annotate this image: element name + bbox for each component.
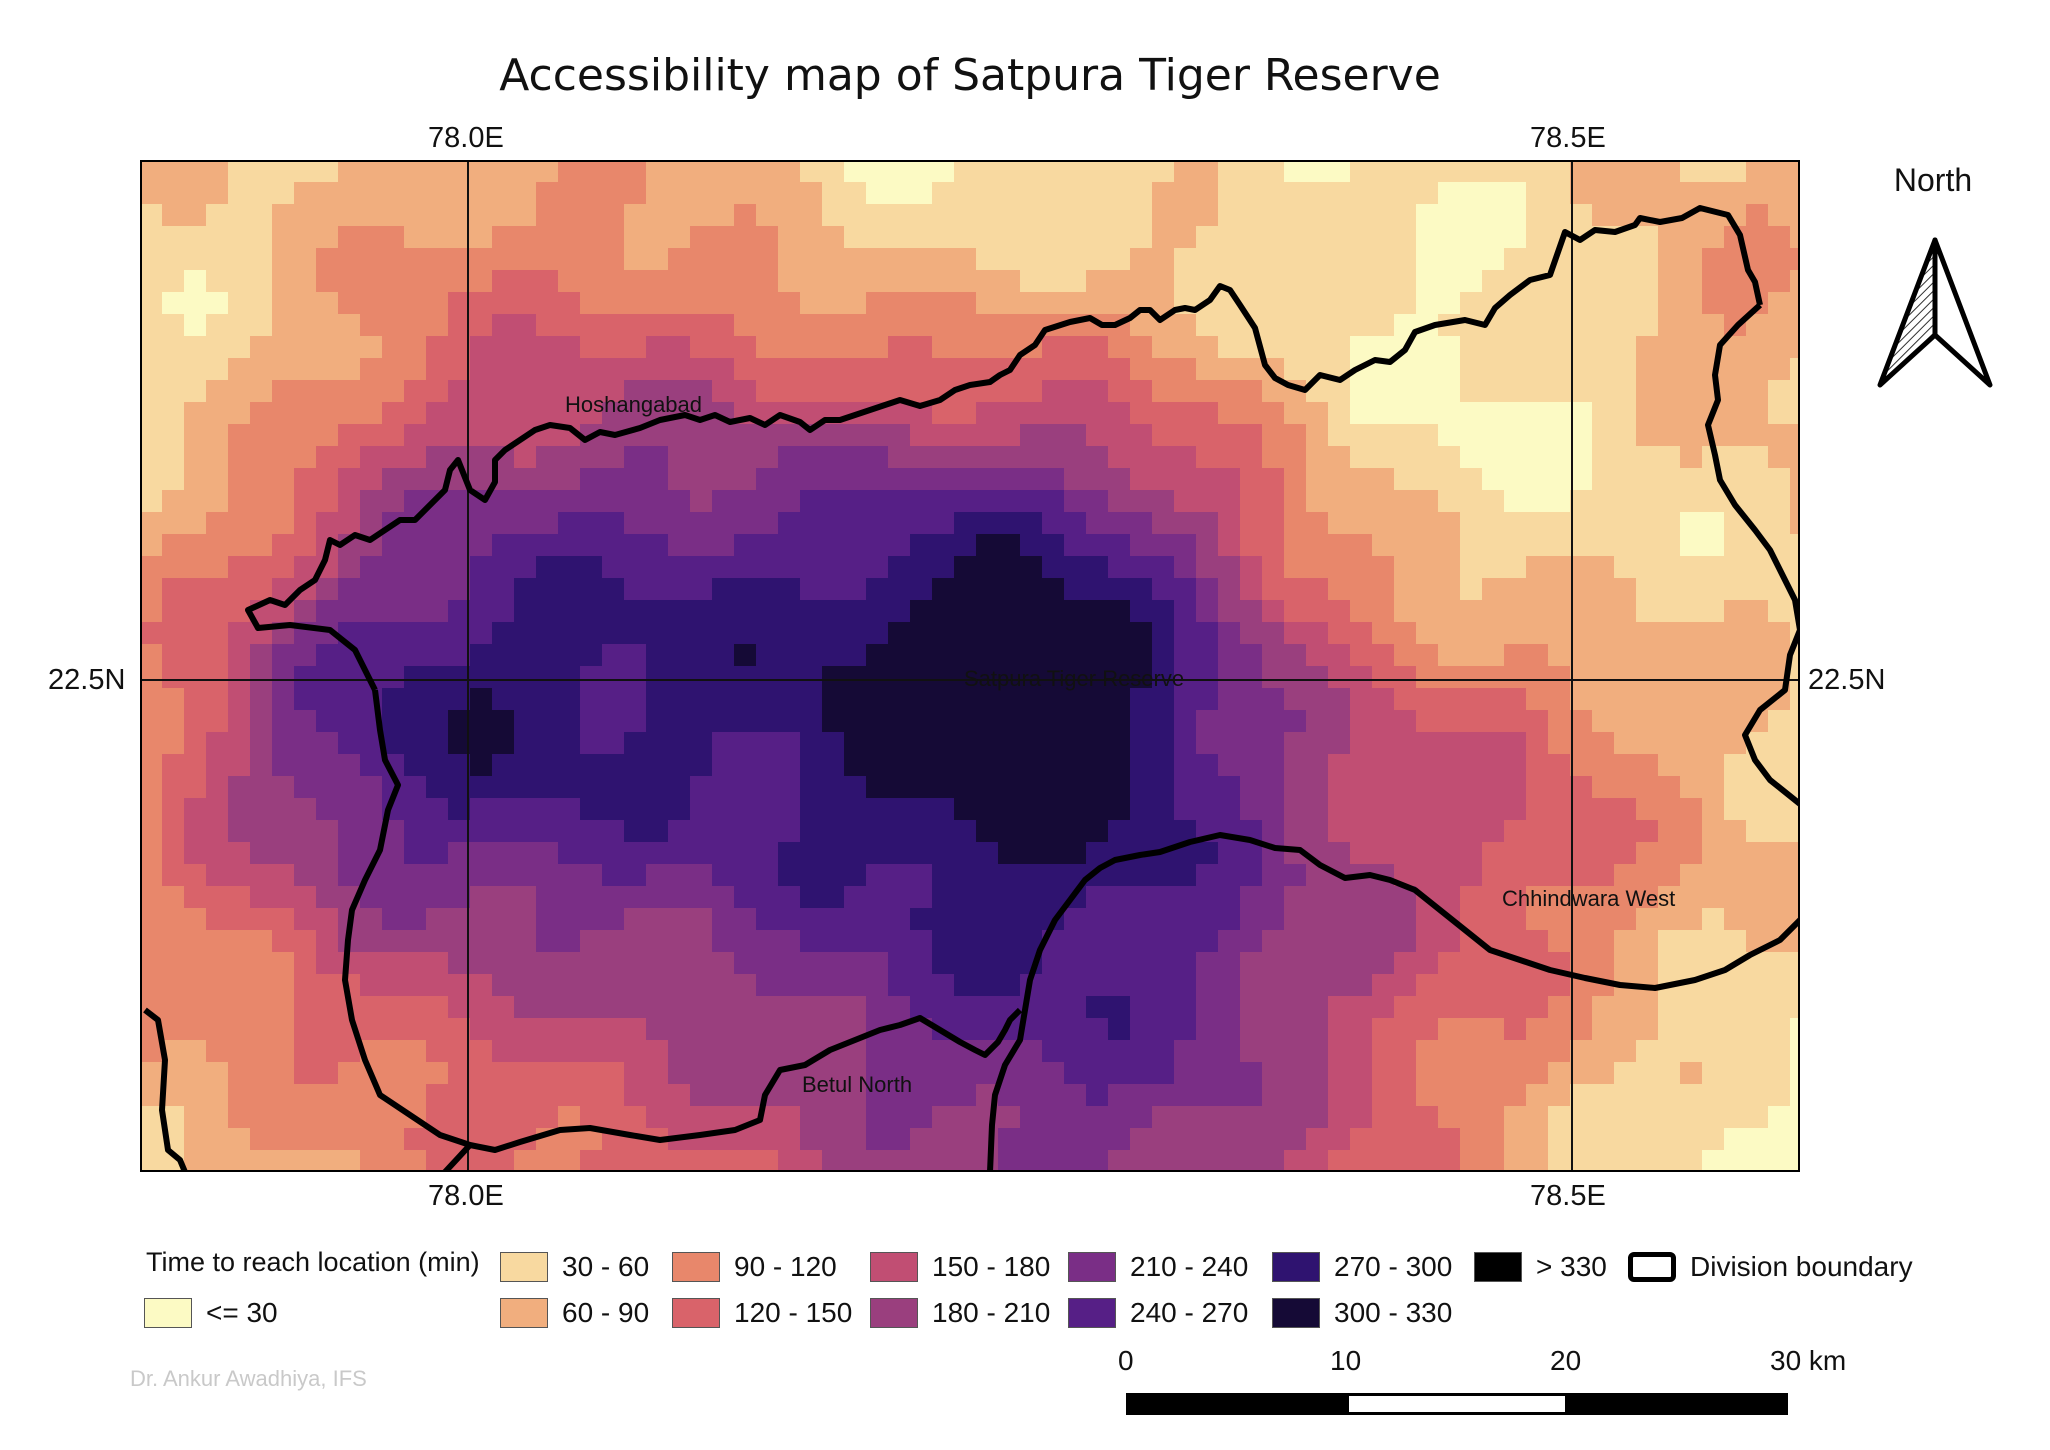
legend-item-240-270: 240 - 270 bbox=[1068, 1293, 1248, 1333]
legend: Time to reach location (min) <= 30 30 - … bbox=[140, 1235, 1940, 1345]
legend-swatch-gt330 bbox=[1474, 1252, 1522, 1282]
legend-item-270-300: 270 - 300 bbox=[1272, 1247, 1452, 1287]
boundary-hoshangabad-stp bbox=[245, 205, 1763, 692]
legend-swatch-210-240 bbox=[1068, 1252, 1116, 1282]
scale-label-0: 0 bbox=[1118, 1345, 1134, 1376]
legend-item-210-240: 210 - 240 bbox=[1068, 1247, 1248, 1287]
legend-label-180-210: 180 - 210 bbox=[932, 1297, 1051, 1328]
legend-item-division-boundary: Division boundary bbox=[1628, 1247, 1913, 1287]
place-label-hoshangabad: Hoshangabad bbox=[565, 392, 702, 417]
scale-segment-3 bbox=[1566, 1393, 1788, 1415]
legend-label-division-boundary: Division boundary bbox=[1690, 1251, 1913, 1282]
legend-swatch-120-150 bbox=[672, 1298, 720, 1328]
legend-swatch-180-210 bbox=[870, 1298, 918, 1328]
boundary-betul-north bbox=[342, 689, 1023, 1153]
boundary-chhindwara-west bbox=[987, 302, 1800, 1172]
legend-label-300-330: 300 - 330 bbox=[1334, 1297, 1453, 1328]
map-frame: Hoshangabad Satpura Tiger Reserve Chhind… bbox=[140, 160, 1800, 1172]
lat-label-left-22-5: 22.5N bbox=[48, 664, 126, 696]
legend-label-210-240: 210 - 240 bbox=[1130, 1251, 1249, 1282]
north-arrow-icon bbox=[1877, 237, 1993, 388]
legend-label-120-150: 120 - 150 bbox=[734, 1297, 853, 1328]
scale-segment-1 bbox=[1126, 1393, 1348, 1415]
legend-swatch-division-boundary bbox=[1628, 1252, 1676, 1282]
legend-item-30-60: 30 - 60 bbox=[500, 1247, 649, 1287]
legend-swatch-150-180 bbox=[870, 1252, 918, 1282]
accessibility-map: Hoshangabad Satpura Tiger Reserve Chhind… bbox=[140, 160, 1800, 1172]
lat-label-right-22-5: 22.5N bbox=[1808, 664, 1886, 696]
place-label-betul-north: Betul North bbox=[802, 1072, 912, 1097]
scale-label-30km: 30 km bbox=[1770, 1345, 1847, 1376]
map-title: Accessibility map of Satpura Tiger Reser… bbox=[499, 50, 1441, 101]
division-boundaries bbox=[143, 205, 1800, 1172]
accessibility-raster bbox=[140, 160, 1800, 1172]
legend-swatch-le30 bbox=[144, 1298, 192, 1328]
legend-swatch-30-60 bbox=[500, 1252, 548, 1282]
graticule bbox=[140, 160, 1800, 1172]
legend-label-60-90: 60 - 90 bbox=[562, 1297, 650, 1328]
legend-item-60-90: 60 - 90 bbox=[500, 1293, 649, 1333]
legend-item-le30: <= 30 bbox=[144, 1293, 278, 1333]
legend-item-180-210: 180 - 210 bbox=[870, 1293, 1050, 1333]
legend-item-90-120: 90 - 120 bbox=[672, 1247, 837, 1287]
boundary-southwest bbox=[143, 1007, 473, 1172]
place-label-satpura: Satpura Tiger Reserve bbox=[964, 666, 1184, 691]
credit-text: Dr. Ankur Awadhiya, IFS bbox=[130, 1366, 367, 1391]
legend-label-240-270: 240 - 270 bbox=[1130, 1297, 1249, 1328]
lon-label-top-78-5: 78.5E bbox=[1530, 122, 1606, 154]
lon-label-top-78-0: 78.0E bbox=[428, 122, 504, 154]
scale-segment-2 bbox=[1346, 1393, 1568, 1415]
legend-item-150-180: 150 - 180 bbox=[870, 1247, 1050, 1287]
legend-label-150-180: 150 - 180 bbox=[932, 1251, 1051, 1282]
legend-swatch-60-90 bbox=[500, 1298, 548, 1328]
scale-bar: 0 10 20 30 km bbox=[1110, 1345, 1870, 1425]
legend-item-120-150: 120 - 150 bbox=[672, 1293, 852, 1333]
legend-swatch-300-330 bbox=[1272, 1298, 1320, 1328]
legend-label-270-300: 270 - 300 bbox=[1334, 1251, 1453, 1282]
legend-label-90-120: 90 - 120 bbox=[734, 1251, 837, 1282]
lon-label-bottom-78-5: 78.5E bbox=[1530, 1180, 1606, 1212]
legend-swatch-90-120 bbox=[672, 1252, 720, 1282]
legend-swatch-270-300 bbox=[1272, 1252, 1320, 1282]
legend-title: Time to reach location (min) bbox=[146, 1247, 480, 1277]
scale-label-10: 10 bbox=[1330, 1345, 1362, 1376]
scale-label-20: 20 bbox=[1550, 1345, 1582, 1376]
map-neatline bbox=[140, 160, 1800, 1172]
legend-item-gt330: > 330 bbox=[1474, 1247, 1607, 1287]
lon-label-bottom-78-0: 78.0E bbox=[428, 1180, 504, 1212]
legend-label-le30: <= 30 bbox=[206, 1297, 278, 1328]
north-label: North bbox=[1893, 162, 1973, 198]
legend-label-30-60: 30 - 60 bbox=[562, 1251, 650, 1282]
place-label-chhindwara-west: Chhindwara West bbox=[1502, 886, 1675, 911]
legend-label-gt330: > 330 bbox=[1536, 1251, 1607, 1282]
legend-item-300-330: 300 - 330 bbox=[1272, 1293, 1452, 1333]
legend-swatch-240-270 bbox=[1068, 1298, 1116, 1328]
